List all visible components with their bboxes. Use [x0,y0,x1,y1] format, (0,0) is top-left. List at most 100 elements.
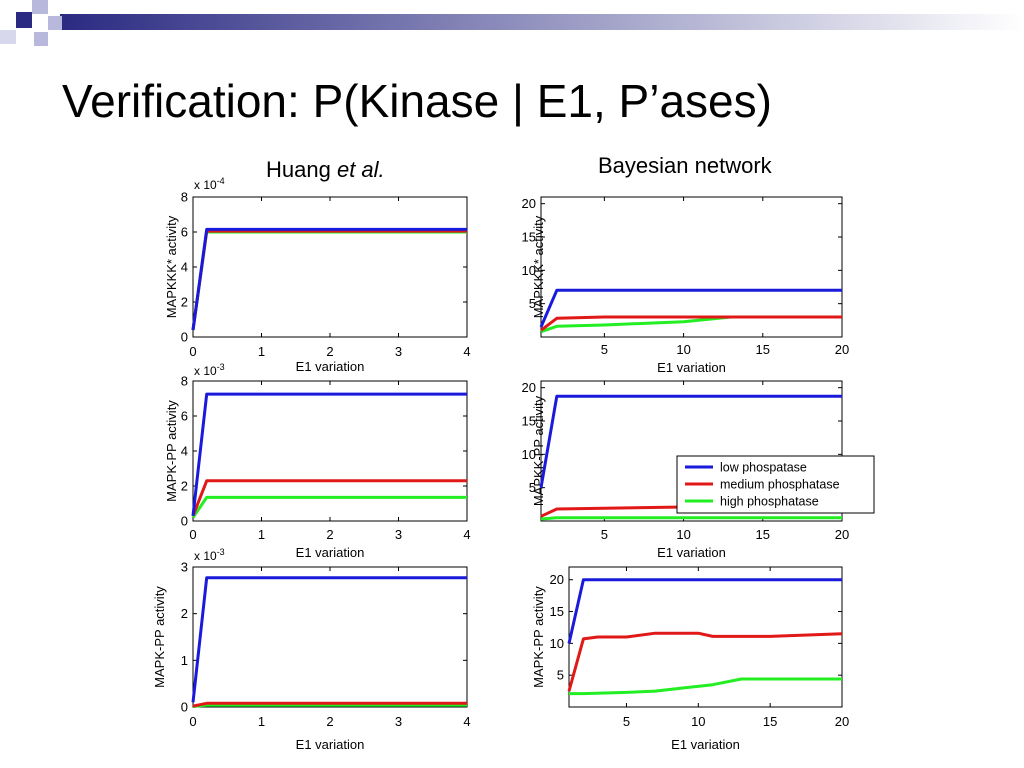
x-axis-label: E1 variation [296,359,365,374]
y-tick-label: 15 [550,604,564,619]
chart-panel-5: 0 1 2 3 4 0 1 2 3 E1 variation MAPK-PP activity x 1… [152,547,471,752]
header-decoration [0,0,1024,46]
chart-panel-3: 0 1 2 3 4 0 2 4 6 8 E1 variation MAPK-PP activity x … [164,362,471,560]
y-axis-label: MAPKKK* activity [164,215,179,318]
x-axis-label: E1 variation [657,545,726,560]
deco-square [16,12,32,28]
series-line-high [569,677,842,696]
x-tick-label: 4 [463,714,470,729]
y-tick-label: 2 [181,295,188,310]
column-header-huang: Huang et al. [266,157,385,183]
y-tick-label: 0 [181,700,188,715]
x-tick-label: 3 [395,344,402,359]
x-tick-label: 4 [463,527,470,542]
y-axis-multiplier-exponent: -3 [217,547,225,557]
y-tick-label: 2 [181,479,188,494]
deco-square [34,32,48,46]
x-tick-label: 0 [189,714,196,729]
chart-panel-2: 5 10 15 20 5 10 15 20 E1 variation MAPKKK* activi… [522,196,850,375]
series-line-medium [540,315,842,332]
y-tick-label: 2 [181,606,188,621]
series-line-low [539,394,842,488]
y-axis-multiplier-exponent: -4 [217,176,225,186]
column-header-huang-name: Huang [266,157,337,182]
series-line-medium [191,479,467,517]
x-axis-label: E1 variation [671,737,740,752]
y-axis-multiplier: x 10-3 [194,547,225,563]
y-tick-label: 4 [181,444,188,459]
y-tick-label: 20 [550,572,564,587]
series-line-low [191,392,467,516]
plot-area [192,196,468,338]
y-axis-label: MAPK-PP activity [164,400,179,502]
y-tick-label: 4 [181,260,188,275]
series-line-high [191,495,467,519]
column-header-huang-etal: et al. [336,157,385,182]
x-tick-label: 2 [326,344,333,359]
y-tick-label: 15 [522,414,536,429]
y-tick-label: 0 [181,330,188,345]
x-tick-label: 1 [258,344,265,359]
y-axis-label: MAPKK-PP activity [531,395,546,506]
x-tick-label: 20 [835,527,849,542]
x-axis-label: E1 variation [296,737,365,752]
deco-square [0,30,16,44]
x-tick-label: 0 [189,344,196,359]
series-line-high [540,516,842,521]
legend: low phospatase medium phosphatase high pho… [676,455,875,514]
x-tick-label: 5 [601,342,608,357]
series-line-low [539,288,842,328]
y-axis-label: MAPKKK* activity [531,215,546,318]
x-tick-label: 15 [756,342,770,357]
x-tick-label: 10 [676,527,690,542]
y-tick-label: 20 [522,196,536,211]
plot-area [540,196,843,338]
series-line-low [191,227,467,331]
y-tick-label: 5 [529,296,536,311]
plot-area [192,566,468,708]
x-tick-label: 2 [326,714,333,729]
x-tick-label: 5 [623,714,630,729]
y-axis-multiplier-exponent: -3 [217,362,225,372]
column-header-bayesian: Bayesian network [598,153,772,178]
slide-title: Verification: P(Kinase | E1, P’ases) [62,75,772,127]
x-tick-label: 15 [763,714,777,729]
series-line-medium [192,701,467,708]
x-tick-label: 3 [395,527,402,542]
chart-panel-1: 0 1 2 3 4 0 2 4 6 8 E1 variation MAPKKK* activity x … [164,176,471,374]
y-tick-label: 6 [181,409,188,424]
y-tick-label: 3 [181,560,188,575]
deco-square [32,0,48,14]
x-tick-label: 2 [326,527,333,542]
y-axis-multiplier: x 10-4 [194,176,225,192]
y-tick-label: 5 [557,668,564,683]
y-tick-label: 5 [529,480,536,495]
y-tick-label: 10 [522,263,536,278]
y-tick-label: 20 [522,380,536,395]
x-axis-label: E1 variation [296,545,365,560]
series-line-low [567,578,842,644]
series-line-medium [567,631,843,692]
x-tick-label: 10 [691,714,705,729]
legend-entry: medium phosphatase [720,478,840,492]
x-tick-label: 5 [601,527,608,542]
x-axis-label: E1 variation [657,360,726,375]
legend-entry: high phosphatase [720,495,819,509]
y-axis-label: MAPK-PP activity [152,586,167,688]
x-tick-label: 4 [463,344,470,359]
y-axis-multiplier: x 10-3 [194,362,225,378]
x-tick-label: 1 [258,714,265,729]
y-tick-label: 8 [181,374,188,389]
y-tick-label: 0 [181,514,188,529]
x-tick-label: 1 [258,527,265,542]
x-tick-label: 0 [189,527,196,542]
x-tick-label: 10 [676,342,690,357]
y-tick-label: 15 [522,230,536,245]
y-tick-label: 10 [522,447,536,462]
y-axis-label: MAPK-PP activity [531,586,546,688]
legend-entry: low phospatase [720,461,807,475]
y-tick-label: 1 [181,653,188,668]
x-tick-label: 15 [756,527,770,542]
series-line-high [192,703,467,708]
